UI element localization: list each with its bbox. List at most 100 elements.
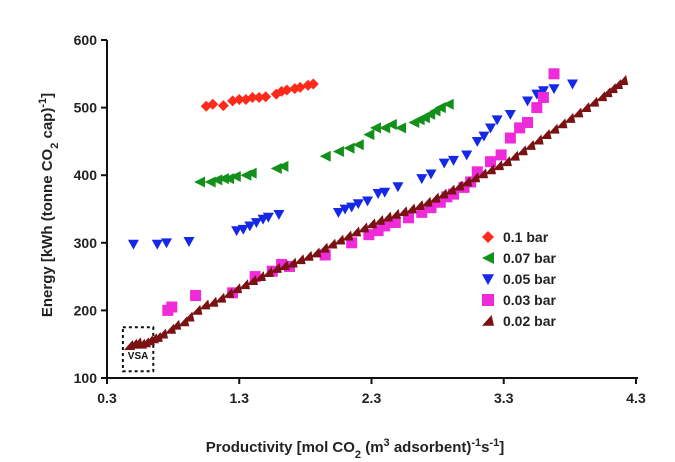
data-point: [229, 171, 241, 183]
y-tick-label: 500: [74, 100, 98, 116]
data-point: [276, 258, 288, 270]
data-point: [522, 116, 534, 128]
data-point: [588, 96, 600, 107]
data-point: [548, 123, 560, 134]
data-point: [245, 167, 257, 179]
data-point: [358, 222, 370, 233]
data-point: [495, 149, 507, 161]
data-point: [223, 288, 235, 298]
data-point: [485, 164, 497, 175]
data-point: [199, 299, 211, 310]
data-point: [516, 145, 528, 156]
y-tick-label: 100: [74, 370, 98, 386]
data-point: [514, 122, 526, 134]
ticks: 0.3 1.3 2.3 3.3 4.3 100 200 300 400 500 600: [74, 32, 646, 406]
data-point: [183, 237, 195, 247]
data-point: [211, 174, 223, 186]
data-point: [504, 132, 516, 144]
data-point: [352, 199, 364, 210]
data-point: [477, 168, 489, 179]
data-point: [397, 206, 409, 217]
data-point: [556, 118, 568, 129]
legend-item: 0.07 bar: [482, 250, 556, 266]
data-point: [253, 91, 265, 103]
vsa-annotation: VSA: [121, 326, 155, 373]
data-point: [413, 200, 425, 211]
data-point: [310, 247, 322, 258]
legend-label: 0.1 bar: [503, 229, 549, 245]
data-point: [381, 211, 393, 222]
data-point: [366, 218, 377, 229]
data-point: [606, 83, 618, 94]
data-point: [286, 257, 298, 268]
y-tick-label: 200: [74, 302, 98, 318]
legend-label: 0.07 bar: [503, 250, 556, 266]
data-point: [352, 139, 364, 151]
data-point: [307, 78, 319, 90]
data-point: [204, 176, 216, 188]
data-point: [434, 102, 446, 114]
data-point: [363, 229, 375, 241]
data-point: [379, 220, 391, 232]
data-point: [491, 115, 503, 126]
legend-marker: [482, 231, 494, 243]
data-point: [447, 155, 459, 166]
data-point: [294, 81, 306, 93]
data-point: [508, 150, 520, 161]
data-point: [425, 202, 437, 214]
series-0-05-bar: [127, 79, 579, 250]
x-axis-label: Productivity [mol CO2 (m3 adsorbent)-1s-…: [206, 437, 505, 461]
legend-label: 0.02 bar: [503, 313, 556, 329]
data-point: [524, 139, 536, 150]
legend-marker: [482, 315, 494, 326]
data-point: [596, 91, 608, 102]
data-point: [485, 156, 497, 168]
data-point: [540, 129, 552, 140]
data-point: [461, 150, 473, 161]
data-point: [319, 150, 331, 162]
data-point: [350, 226, 362, 237]
legend-item: 0.1 bar: [482, 229, 549, 245]
data-point: [233, 93, 245, 105]
data-point: [319, 249, 331, 261]
data-point: [522, 96, 534, 107]
data-point: [215, 292, 227, 303]
data-point: [425, 169, 437, 180]
data-point: [270, 162, 282, 174]
data-point: [332, 146, 344, 158]
data-point: [504, 109, 516, 120]
data-point: [170, 319, 182, 330]
data-point: [580, 102, 592, 112]
data-point: [485, 123, 497, 134]
data-point: [231, 226, 243, 237]
data-point: [372, 189, 384, 199]
data-point: [207, 296, 219, 307]
data-point: [395, 122, 407, 134]
data-point: [403, 212, 415, 224]
y-tick-label: 300: [74, 235, 98, 251]
data-point: [281, 84, 293, 96]
data-point: [389, 208, 401, 219]
data-point: [166, 301, 178, 313]
data-point: [127, 239, 139, 250]
data-point: [346, 237, 358, 249]
data-point: [442, 98, 454, 110]
data-point: [151, 239, 163, 250]
data-point: [363, 129, 375, 141]
data-point: [346, 202, 358, 213]
legend-marker: [482, 294, 494, 306]
vsa-label: VSA: [128, 351, 149, 362]
data-point: [190, 290, 202, 302]
data-point: [239, 279, 251, 290]
data-point: [429, 192, 441, 203]
legend-item: 0.05 bar: [482, 271, 556, 287]
data-point: [379, 187, 391, 198]
legend-item: 0.02 bar: [482, 313, 556, 329]
x-tick-label: 4.3: [626, 390, 646, 406]
data-point: [531, 102, 543, 114]
legend: 0.1 bar 0.07 bar 0.05 bar 0.03 bar 0.02 bar: [482, 229, 556, 329]
data-point: [611, 79, 623, 90]
legend-marker: [482, 252, 494, 264]
